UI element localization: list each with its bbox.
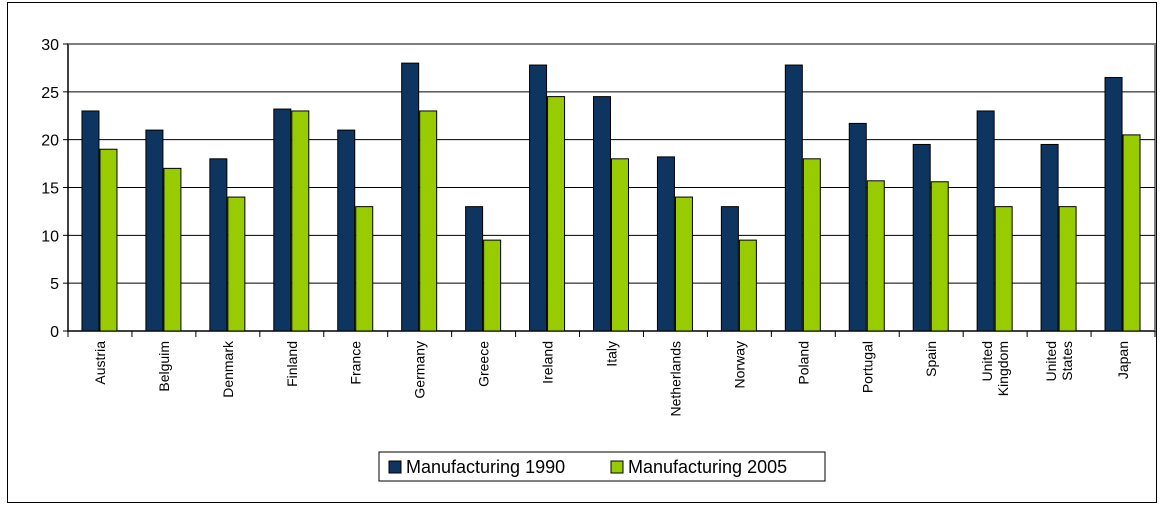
bar-2005: [356, 207, 373, 331]
x-category-label-line: Spain: [923, 341, 939, 377]
bar-1990: [1105, 77, 1122, 331]
bar-1990: [657, 157, 674, 331]
x-category-label-line: Poland: [795, 341, 811, 385]
x-category-label-line: Belguim: [156, 341, 172, 392]
x-category-label-line: France: [348, 341, 364, 385]
y-tick-label: 20: [41, 133, 59, 150]
x-category-label: Netherlands: [667, 341, 683, 417]
bar-2005: [1123, 135, 1140, 331]
legend-swatch: [389, 461, 401, 473]
x-category-label-line: Greece: [476, 341, 492, 387]
x-category-label: Japan: [1115, 341, 1131, 379]
legend-label: Manufacturing 2005: [628, 457, 787, 477]
x-category-label-line: United: [979, 341, 995, 381]
bar-1990: [913, 144, 930, 331]
y-tick-label: 5: [50, 276, 59, 293]
x-category-label-line: Ireland: [540, 341, 556, 384]
x-category-label: Norway: [731, 341, 747, 388]
bar-2005: [484, 240, 501, 331]
x-category-label: Portugal: [859, 341, 875, 393]
x-category-label-line: Norway: [731, 341, 747, 388]
y-tick-label: 15: [41, 181, 59, 198]
legend: Manufacturing 1990 Manufacturing 2005: [379, 452, 825, 481]
x-category-label: Spain: [923, 341, 939, 377]
bar-1990: [274, 109, 291, 331]
bar-2005: [675, 197, 692, 331]
x-category-label: Greece: [476, 341, 492, 387]
x-category-label: Poland: [795, 341, 811, 385]
x-category-label: Ireland: [540, 341, 556, 384]
x-category-label: Austria: [92, 341, 108, 385]
x-category-label-line: Kingdom: [995, 341, 1011, 396]
x-category-label: UnitedStates: [1043, 341, 1075, 381]
bar-1990: [530, 65, 547, 331]
x-category-label-line: Netherlands: [667, 341, 683, 417]
bar-2005: [803, 159, 820, 331]
bar-2005: [1059, 207, 1076, 331]
x-category-label: Italy: [604, 341, 620, 367]
y-tick-label: 25: [41, 85, 59, 102]
x-category-label-line: Finland: [284, 341, 300, 387]
x-category-label: Belguim: [156, 341, 172, 392]
x-category-label-line: Portugal: [859, 341, 875, 393]
bar-2005: [164, 168, 181, 331]
bar-2005: [739, 240, 756, 331]
bar-1990: [402, 63, 419, 331]
bar-2005: [228, 197, 245, 331]
bar-1990: [466, 207, 483, 331]
y-tick-label: 0: [50, 324, 59, 341]
bar-2005: [931, 182, 948, 331]
bar-1990: [82, 111, 99, 331]
bar-1990: [146, 130, 163, 331]
bar-1990: [785, 65, 802, 331]
y-tick-label: 10: [41, 228, 59, 245]
y-tick-label: 30: [41, 37, 59, 54]
x-category-label-line: Germany: [412, 341, 428, 399]
bar-2005: [100, 149, 117, 331]
legend-swatch: [611, 461, 623, 473]
legend-label: Manufacturing 1990: [406, 457, 565, 477]
bar-1990: [849, 123, 866, 331]
x-category-label-line: United: [1043, 341, 1059, 381]
bar-2005: [867, 181, 884, 331]
bar-2005: [612, 159, 629, 331]
x-category-label: Finland: [284, 341, 300, 387]
x-category-label-line: Austria: [92, 341, 108, 385]
x-category-label-line: Japan: [1115, 341, 1131, 379]
x-category-label-line: Denmark: [220, 340, 236, 398]
x-category-label: France: [348, 341, 364, 385]
x-category-label: Germany: [412, 341, 428, 399]
bar-2005: [420, 111, 437, 331]
bar-1990: [594, 97, 611, 331]
bar-2005: [548, 97, 565, 331]
bar-1990: [977, 111, 994, 331]
x-category-label-line: States: [1059, 341, 1075, 381]
bar-1990: [721, 207, 738, 331]
bar-1990: [338, 130, 355, 331]
bar-2005: [995, 207, 1012, 331]
bar-1990: [210, 159, 227, 331]
bar-1990: [1041, 144, 1058, 331]
x-category-label-line: Italy: [604, 341, 620, 367]
x-category-label: Denmark: [220, 340, 236, 398]
bar-2005: [292, 111, 309, 331]
